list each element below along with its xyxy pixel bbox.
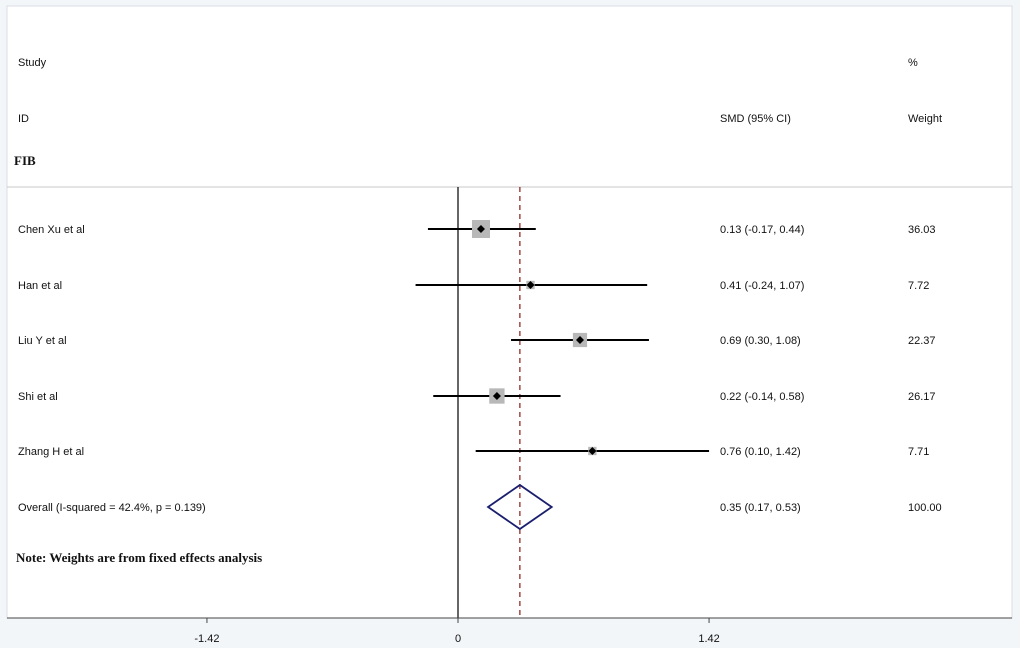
note-text: Note: Weights are from fixed effects ana… (16, 550, 262, 565)
header-weight: Weight (908, 113, 942, 125)
x-tick-label: -1.42 (194, 633, 219, 645)
plot-panel (6, 5, 1013, 619)
study-point-estimate (492, 392, 501, 400)
header-effect: SMD (95% CI) (720, 113, 791, 125)
overall-diamond (486, 483, 554, 531)
study-ci-text: 0.22 (-0.14, 0.58) (720, 391, 804, 403)
study-ci-text: 0.76 (0.10, 1.42) (720, 446, 801, 458)
study-point-estimate (588, 447, 597, 455)
study-weight-text: 7.71 (908, 446, 929, 458)
study-weight-text: 26.17 (908, 391, 936, 403)
study-name: Chen Xu et al (18, 224, 85, 236)
study-point-estimate (526, 281, 535, 289)
study-name: Zhang H et al (18, 446, 84, 458)
overall-ci-text: 0.35 (0.17, 0.53) (720, 502, 801, 514)
header-id: ID (18, 113, 29, 125)
x-tick-label: 0 (455, 633, 461, 645)
study-weight-text: 36.03 (908, 224, 936, 236)
study-name: Han et al (18, 280, 62, 292)
header-percent: % (908, 57, 918, 69)
plot-marks: Chen Xu et al 0.13 (-0.17, 0.44) 36.03 Han … (18, 187, 942, 645)
study-ci-text: 0.41 (-0.24, 1.07) (720, 280, 804, 292)
study-name: Liu Y et al (18, 335, 67, 347)
overall-label: Overall (I-squared = 42.4%, p = 0.139) (18, 502, 206, 514)
x-tick-label: 1.42 (698, 633, 719, 645)
study-name: Shi et al (18, 391, 58, 403)
study-ci-text: 0.69 (0.30, 1.08) (720, 335, 801, 347)
study-weight-text: 7.72 (908, 280, 929, 292)
header-study: Study (18, 57, 47, 69)
overall-weight-text: 100.00 (908, 502, 942, 514)
study-weight-text: 22.37 (908, 335, 936, 347)
study-point-estimate (476, 225, 485, 233)
study-ci-text: 0.13 (-0.17, 0.44) (720, 224, 804, 236)
subgroup-label: FIB (14, 153, 36, 168)
study-point-estimate (575, 336, 584, 344)
